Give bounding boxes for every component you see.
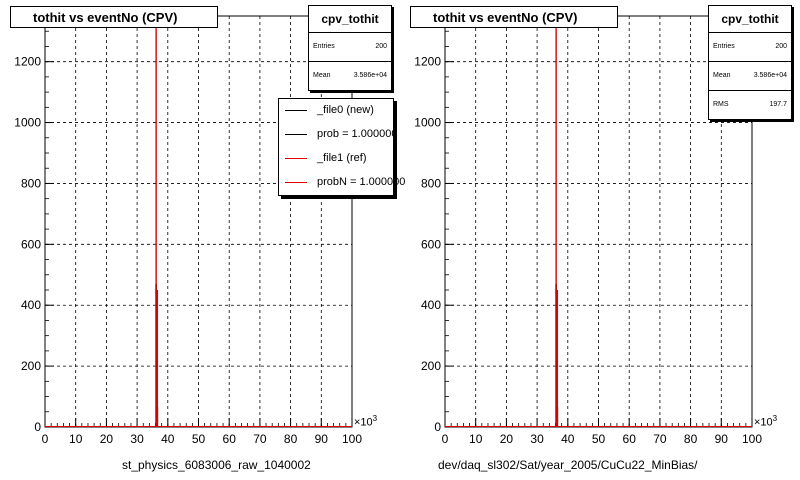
left-y-tick-label: 1200 xyxy=(14,55,41,69)
legend-line-file0 xyxy=(285,110,307,111)
left-x-tick-label: 10 xyxy=(69,432,83,446)
right-x-tick-label: 40 xyxy=(561,432,575,446)
right-x-tick-label: 60 xyxy=(623,432,637,446)
left-x-tick-label: 20 xyxy=(100,432,114,446)
left-y-tick-label: 1000 xyxy=(14,116,41,130)
right-x-tick-label: 80 xyxy=(684,432,698,446)
left-stats-entries-value: 200 xyxy=(375,43,387,50)
left-y-tick-label: 600 xyxy=(21,237,41,251)
left-x-axis-title: st_physics_6083006_raw_1040002 xyxy=(122,458,311,472)
right-histogram-panel: 0 10 20 30 40 50 60 70 80 90 100 0 200 400 600 800 1000 1… xyxy=(400,0,800,480)
left-x-tick-label: 70 xyxy=(253,432,267,446)
right-x-tick-label: 100 xyxy=(742,432,762,446)
right-stats-mean-key: Mean xyxy=(713,72,731,79)
left-stats-box: cpv_tothit Entries 200 Mean 3.586e+04 xyxy=(308,5,392,91)
left-x-exponent: ×103 xyxy=(354,414,378,429)
left-chart-title: tothit vs eventNo (CPV) xyxy=(10,6,218,28)
right-chart-title: tothit vs eventNo (CPV) xyxy=(410,6,618,28)
right-stats-title: cpv_tothit xyxy=(709,6,791,33)
legend-label-file0: _file0 (new) xyxy=(317,104,374,116)
left-legend: _file0 (new) prob = 1.000000 _file1 (ref… xyxy=(278,98,405,196)
left-y-tick-label: 800 xyxy=(21,176,41,190)
left-stats-mean-key: Mean xyxy=(313,72,331,79)
left-x-tick-label: 80 xyxy=(284,432,298,446)
legend-line-file1 xyxy=(285,158,307,159)
legend-label-probn: probN = 1.000000 xyxy=(317,176,406,188)
right-x-tick-label: 20 xyxy=(500,432,514,446)
right-x-tick-label: 0 xyxy=(442,432,449,446)
right-y-tick-label: 1200 xyxy=(414,55,441,69)
left-stats-row-mean: Mean 3.586e+04 xyxy=(309,62,391,90)
left-histogram-panel: 0 10 20 30 40 50 60 70 80 90 100 0 200 400 600 800 1000 1… xyxy=(10,5,405,472)
legend-entry-prob: prob = 1.000000 xyxy=(279,123,397,147)
left-x-tick-label: 100 xyxy=(342,432,362,446)
right-stats-row-mean: Mean 3.586e+04 xyxy=(709,62,791,91)
right-x-exponent: ×103 xyxy=(754,414,778,429)
right-y-tick-label: 600 xyxy=(421,237,441,251)
left-x-tick-label: 30 xyxy=(130,432,144,446)
left-stats-title: cpv_tothit xyxy=(309,6,391,33)
right-stats-row-entries: Entries 200 xyxy=(709,33,791,62)
right-stats-rms-value: 197.7 xyxy=(769,101,787,108)
right-y-tick-label: 0 xyxy=(434,420,441,434)
left-x-tick-label: 40 xyxy=(161,432,175,446)
right-stats-box: cpv_tothit Entries 200 Mean 3.586e+04 RM… xyxy=(708,5,792,120)
legend-entry-file0: _file0 (new) xyxy=(279,99,393,123)
left-stats-row-entries: Entries 200 xyxy=(309,33,391,62)
legend-line-probn xyxy=(285,182,307,183)
right-y-tick-label: 800 xyxy=(421,176,441,190)
right-stats-entries-value: 200 xyxy=(775,43,787,50)
legend-entry-probn: probN = 1.000000 xyxy=(279,171,405,195)
right-x-tick-label: 70 xyxy=(653,432,667,446)
right-y-tick-label: 400 xyxy=(421,298,441,312)
left-y-tick-label: 200 xyxy=(21,359,41,373)
right-stats-row-rms: RMS 197.7 xyxy=(709,91,791,119)
right-y-tick-label: 1000 xyxy=(414,116,441,130)
right-x-axis-title: dev/daq_sl302/Sat/year_2005/CuCu22_MinBi… xyxy=(438,458,698,472)
right-x-tick-label: 30 xyxy=(530,432,544,446)
right-stats-entries-key: Entries xyxy=(713,43,735,50)
right-histogram-plot: 0 10 20 30 40 50 60 70 80 90 100020040060080010001… xyxy=(414,15,762,446)
right-x-tick-label: 50 xyxy=(592,432,606,446)
legend-entry-file1: _file1 (ref) xyxy=(279,147,393,171)
legend-label-file1: _file1 (ref) xyxy=(317,152,367,164)
right-y-tick-label: 200 xyxy=(421,359,441,373)
left-y-tick-label: 400 xyxy=(21,298,41,312)
left-stats-mean-value: 3.586e+04 xyxy=(353,72,387,79)
left-x-tick-label: 0 xyxy=(42,432,49,446)
left-y-tick-label: 0 xyxy=(34,420,41,434)
left-stats-entries-key: Entries xyxy=(313,43,335,50)
right-stats-rms-key: RMS xyxy=(713,101,729,108)
left-x-tick-label: 60 xyxy=(223,432,237,446)
right-stats-mean-value: 3.586e+04 xyxy=(753,72,787,79)
legend-line-prob xyxy=(285,134,307,135)
right-x-tick-label: 90 xyxy=(715,432,729,446)
left-x-tick-label: 90 xyxy=(315,432,329,446)
right-x-tick-label: 10 xyxy=(469,432,483,446)
left-x-tick-label: 50 xyxy=(192,432,206,446)
legend-label-prob: prob = 1.000000 xyxy=(317,128,398,140)
